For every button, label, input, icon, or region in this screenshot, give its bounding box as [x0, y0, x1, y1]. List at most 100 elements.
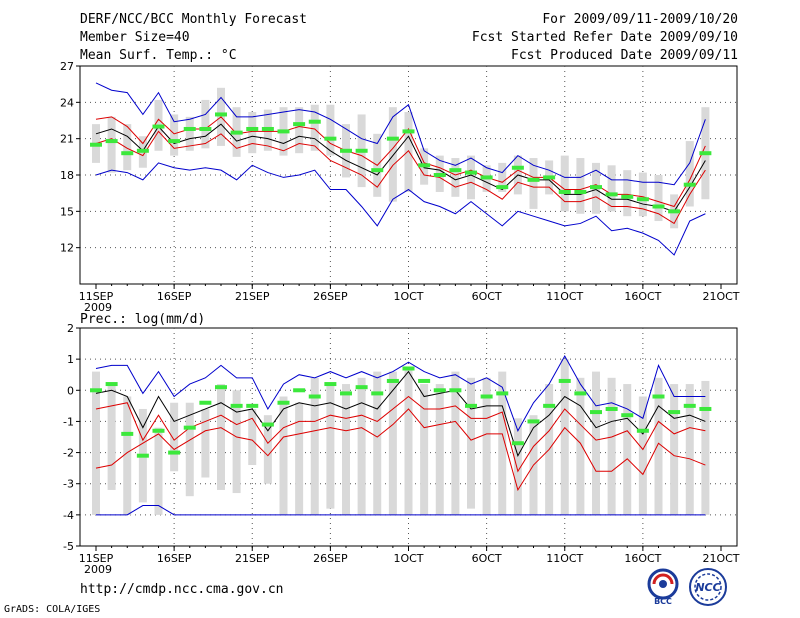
- box-range: [560, 359, 569, 515]
- box-range: [482, 377, 491, 515]
- y-tick-label: 21: [60, 133, 74, 146]
- box-range: [685, 141, 694, 207]
- mean-marker: [246, 126, 259, 131]
- mean-marker: [136, 453, 149, 458]
- x-tick-label: 1OCT: [393, 552, 423, 565]
- mean-marker: [152, 124, 165, 129]
- mean-marker: [277, 400, 290, 405]
- mean-marker: [355, 385, 368, 390]
- box-range: [529, 158, 538, 209]
- box-range: [248, 112, 257, 154]
- mean-marker: [496, 391, 509, 396]
- box-range: [217, 384, 225, 490]
- y-tick-label: 0: [67, 384, 74, 397]
- mean-marker: [496, 185, 509, 190]
- mean-marker: [308, 119, 321, 124]
- box-range: [467, 155, 475, 200]
- box-range: [623, 384, 632, 515]
- box-range: [435, 384, 444, 515]
- mean-marker: [449, 168, 462, 173]
- upper-line: [95, 395, 706, 473]
- mean-marker: [293, 122, 306, 127]
- mean-marker: [105, 382, 118, 387]
- x-tick-label: 1OCT: [393, 290, 423, 303]
- box-range: [513, 418, 522, 515]
- mean-marker: [511, 441, 524, 446]
- mean-marker: [605, 192, 618, 197]
- mean-marker: [558, 189, 571, 194]
- footer-url[interactable]: http://cmdp.ncc.cma.gov.cn: [80, 582, 284, 597]
- box-range: [607, 165, 616, 212]
- y-tick-label: 1: [67, 353, 74, 366]
- mean-marker: [574, 189, 587, 194]
- mean-marker: [136, 148, 149, 153]
- y-tick-label: 15: [60, 205, 74, 218]
- box-range: [388, 371, 397, 515]
- box-range: [560, 155, 569, 212]
- x-tick-label: 26SEP: [313, 552, 348, 565]
- box-range: [576, 158, 585, 214]
- x-tick-label: 16SEP: [157, 290, 192, 303]
- x-tick-label: 21OCT: [702, 552, 739, 565]
- x-tick-label: 26SEP: [313, 290, 348, 303]
- mean-marker: [402, 129, 415, 134]
- mean-marker: [418, 163, 431, 168]
- mean-marker: [558, 378, 571, 383]
- mean-marker: [90, 388, 102, 393]
- mean-marker: [152, 428, 165, 433]
- mean-marker: [199, 126, 212, 131]
- mean-marker: [652, 394, 665, 399]
- mean-marker: [230, 130, 243, 135]
- mean-marker: [433, 388, 446, 393]
- box-range: [576, 377, 585, 515]
- mean-marker: [215, 385, 227, 390]
- box-range: [623, 170, 632, 217]
- box-range: [498, 162, 507, 192]
- box-range: [170, 402, 179, 472]
- box-range: [404, 112, 413, 192]
- precipitation-label: Prec.: log(mm/d): [80, 312, 205, 327]
- box-range: [185, 402, 194, 497]
- x-tick-label: 16OCT: [624, 290, 661, 303]
- mean-marker: [308, 394, 321, 399]
- mean-marker: [683, 182, 696, 187]
- box-range: [592, 371, 600, 515]
- box-range: [310, 104, 319, 151]
- upper-line: [95, 116, 706, 208]
- temperature-panel: 12 15 18 21 24 27 11SEP 16SEP 21SEP 26SEP 1OCT 6OCT…: [60, 60, 740, 314]
- box-range: [123, 396, 132, 515]
- mean-marker: [636, 197, 649, 202]
- ncc-logo: NCC: [689, 568, 727, 606]
- x-tick-label: 11SEP: [79, 290, 114, 303]
- box-range: [185, 116, 194, 151]
- x-tick-label: 21OCT: [702, 290, 739, 303]
- x-tick-label: 16SEP: [157, 552, 192, 565]
- box-range: [170, 114, 179, 156]
- mean-marker: [340, 148, 352, 153]
- lower-line: [95, 408, 706, 492]
- mean-marker: [183, 126, 196, 131]
- box-range: [420, 384, 429, 515]
- mean-marker: [543, 175, 556, 180]
- box-range: [498, 371, 507, 515]
- x-year-label: 2009: [84, 301, 112, 314]
- forecast-period-label: For 2009/09/11-2009/10/20: [542, 12, 738, 27]
- bcc-logo-text: BCC: [654, 597, 672, 606]
- box-range: [685, 384, 694, 515]
- x-tick-label: 11OCT: [546, 290, 583, 303]
- box-range: [404, 368, 413, 515]
- mean-marker: [168, 450, 181, 455]
- box-range: [451, 371, 460, 515]
- mean-marker: [277, 129, 290, 134]
- box-range: [357, 377, 366, 515]
- mean-marker: [215, 112, 227, 117]
- box-range: [295, 107, 304, 154]
- mean-marker: [527, 419, 540, 424]
- mean-marker: [683, 403, 696, 408]
- y-tick-label: 18: [60, 169, 74, 182]
- mean-marker: [480, 394, 493, 399]
- mean-marker: [621, 413, 634, 418]
- box-range: [201, 99, 210, 149]
- mean-marker: [355, 148, 368, 153]
- mean-marker: [605, 406, 618, 411]
